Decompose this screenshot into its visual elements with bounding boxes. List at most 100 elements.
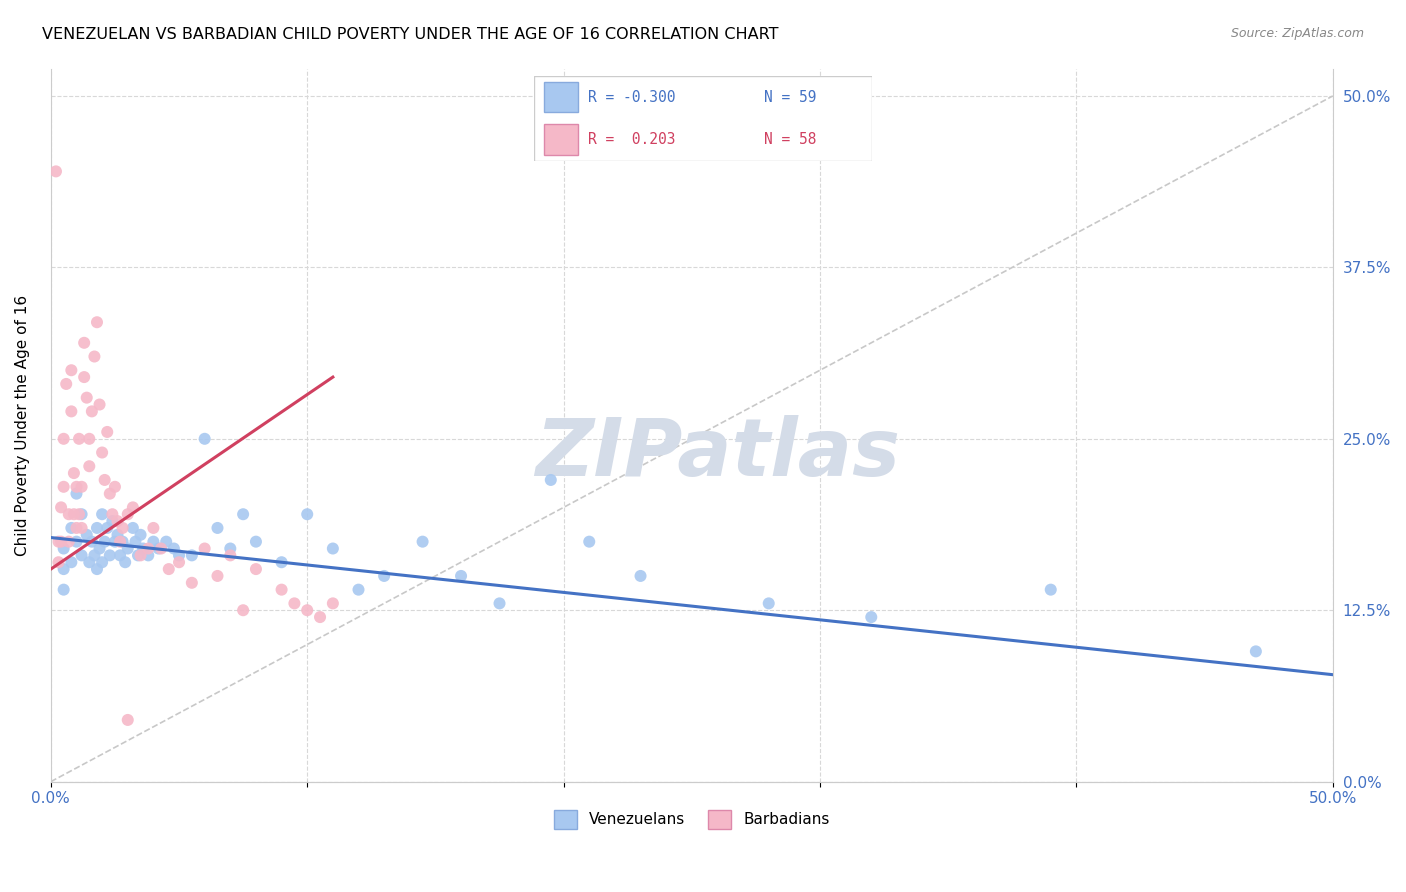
Text: R = -0.300: R = -0.300 <box>588 89 676 104</box>
Point <box>136 549 159 563</box>
Point <box>52 582 75 597</box>
Point <box>114 555 136 569</box>
Point <box>80 534 103 549</box>
Point <box>297 603 319 617</box>
Point <box>65 486 87 500</box>
Point <box>93 534 115 549</box>
Point <box>127 549 149 563</box>
Point <box>65 521 87 535</box>
Point <box>98 549 121 563</box>
Legend: Venezuelans, Barbadians: Venezuelans, Barbadians <box>548 804 835 835</box>
Point <box>101 507 124 521</box>
Point <box>65 534 87 549</box>
Point <box>347 582 370 597</box>
Point <box>86 521 108 535</box>
Point <box>86 562 108 576</box>
Point <box>79 459 101 474</box>
Point <box>48 555 70 569</box>
Point <box>104 534 127 549</box>
Point <box>297 507 319 521</box>
Point <box>122 521 145 535</box>
Point <box>58 534 80 549</box>
Point <box>101 514 124 528</box>
Point <box>630 569 652 583</box>
Point <box>309 610 332 624</box>
Text: N = 59: N = 59 <box>763 89 817 104</box>
Point <box>758 596 780 610</box>
Point <box>91 555 114 569</box>
Text: N = 58: N = 58 <box>763 132 817 147</box>
Point <box>108 534 131 549</box>
Point <box>83 549 105 563</box>
Point <box>83 350 105 364</box>
Point <box>412 534 434 549</box>
Point <box>45 164 67 178</box>
Point <box>373 569 395 583</box>
Point <box>167 555 190 569</box>
Point <box>142 521 165 535</box>
Point <box>167 549 190 563</box>
Point <box>70 480 93 494</box>
Point <box>180 575 202 590</box>
Point <box>107 514 129 528</box>
Point <box>52 562 75 576</box>
Point <box>270 582 292 597</box>
Point <box>73 370 96 384</box>
Point <box>60 555 83 569</box>
Point <box>322 541 344 556</box>
Point <box>194 432 217 446</box>
Point <box>89 397 111 411</box>
Point <box>76 528 98 542</box>
Point <box>70 549 93 563</box>
Point <box>86 315 108 329</box>
Point <box>98 486 121 500</box>
Point <box>73 335 96 350</box>
Point <box>96 425 118 439</box>
Point <box>48 534 70 549</box>
Point <box>107 528 129 542</box>
Point <box>207 569 229 583</box>
Point <box>150 541 173 556</box>
Point <box>322 596 344 610</box>
Point <box>1039 582 1062 597</box>
Point <box>55 376 77 391</box>
FancyBboxPatch shape <box>544 124 578 154</box>
Point <box>60 363 83 377</box>
Point <box>96 521 118 535</box>
Point <box>70 521 93 535</box>
Point <box>49 500 72 515</box>
Point <box>93 473 115 487</box>
Point <box>52 480 75 494</box>
Point <box>52 432 75 446</box>
Point <box>232 507 254 521</box>
Point <box>132 541 155 556</box>
Point <box>60 521 83 535</box>
Point <box>111 521 134 535</box>
Point <box>60 404 83 418</box>
Text: R =  0.203: R = 0.203 <box>588 132 676 147</box>
Point <box>219 541 242 556</box>
Point <box>488 596 510 610</box>
Y-axis label: Child Poverty Under the Age of 16: Child Poverty Under the Age of 16 <box>15 294 30 556</box>
Point <box>80 404 103 418</box>
Point <box>122 500 145 515</box>
Point <box>63 507 86 521</box>
Point <box>142 534 165 549</box>
Point <box>63 466 86 480</box>
Point <box>58 507 80 521</box>
Point <box>1244 644 1267 658</box>
Point <box>129 549 152 563</box>
Point <box>117 507 139 521</box>
Point <box>157 562 180 576</box>
Point <box>65 480 87 494</box>
FancyBboxPatch shape <box>534 76 872 161</box>
Point <box>578 534 600 549</box>
Point <box>180 549 202 563</box>
Point <box>207 521 229 535</box>
Text: ZIPatlas: ZIPatlas <box>534 415 900 492</box>
Point <box>124 534 146 549</box>
Point <box>79 432 101 446</box>
Point <box>194 541 217 556</box>
Point <box>76 391 98 405</box>
Point <box>49 534 72 549</box>
